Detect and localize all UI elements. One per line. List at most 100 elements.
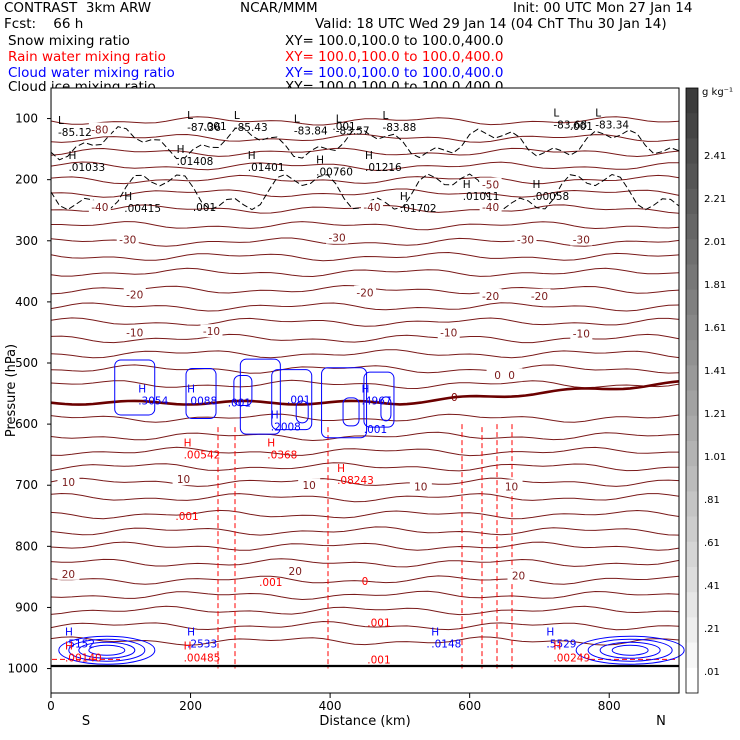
- temperature-contour-line: [50, 605, 680, 616]
- extremum-marker: L: [294, 114, 300, 126]
- temperature-label: 20: [289, 566, 302, 578]
- extremum-marker: H: [124, 191, 132, 203]
- mixing-ratio-label: .001: [175, 511, 198, 523]
- extremum-marker: H: [365, 150, 373, 162]
- temperature-label-bg: [514, 232, 537, 246]
- mixing-ratio-label: .001: [367, 654, 390, 666]
- colorbar-swatch: [686, 516, 698, 543]
- temperature-contour-line: [50, 462, 679, 472]
- y-tick-label: 400: [15, 295, 38, 309]
- cloud-water-contour: [587, 638, 673, 662]
- mixing-ratio-label: 0: [362, 576, 369, 588]
- x-tick-label: 0: [47, 699, 55, 713]
- temperature-contour-line: [50, 526, 680, 536]
- extremum-marker: H: [187, 384, 195, 396]
- freezing-level-line: [50, 380, 680, 406]
- temperature-label: 20: [512, 571, 525, 583]
- extremum-value: .08243: [337, 475, 374, 487]
- extremum-marker: H: [267, 437, 275, 449]
- extremum-value: .00542: [184, 449, 221, 461]
- temperature-label-bg: [200, 324, 223, 338]
- cloud-water-contour: [185, 368, 217, 420]
- cloud-ice-contour: [50, 126, 680, 161]
- cloud-water-contours: [58, 358, 685, 665]
- extremum-value: .00415: [124, 203, 161, 215]
- extremum-value: .01011: [463, 191, 500, 203]
- colorbar-swatch: [686, 239, 698, 265]
- extremum-value: .3054: [138, 396, 168, 408]
- colorbar-swatch: [686, 113, 698, 139]
- colorbar-label: 2.21: [704, 194, 726, 205]
- extremum-marker: H: [400, 191, 408, 203]
- temperature-contour-line: [50, 161, 680, 171]
- y-tick-label: 900: [15, 600, 38, 614]
- colorbar-swatch: [686, 617, 698, 644]
- field-cloudwater-name: Cloud water mixing ratio: [8, 65, 175, 81]
- extremum-marker: H: [184, 640, 192, 652]
- temperature-contour-line: [50, 413, 680, 423]
- extremum-marker: H: [546, 626, 554, 638]
- forecast-hour: Fcst: 66 h: [4, 16, 84, 32]
- temperature-label-bg: [298, 478, 321, 492]
- extremum-value: .5529: [546, 638, 576, 650]
- field-rain-xy: XY= 100.0,100.0 to 100.0,400.0: [285, 49, 504, 65]
- temperature-contour-line: [50, 509, 680, 520]
- temperature-label: -50: [482, 180, 499, 192]
- extremum-value: .01401: [248, 162, 285, 174]
- extremum-marker: H: [65, 626, 73, 638]
- temperature-label-bg: [116, 232, 139, 246]
- mixing-ratio-label: .001: [259, 577, 282, 589]
- x-end-label-north: N: [656, 714, 666, 729]
- cloud-water-contour: [295, 400, 309, 424]
- temperature-label-bg: [360, 200, 383, 214]
- temperature-label-bg: [479, 288, 502, 302]
- extremum-value: .00760: [316, 167, 353, 179]
- extremum-marker: H: [271, 409, 279, 421]
- cloud-water-contour: [380, 396, 392, 422]
- temperature-label: 0: [508, 370, 515, 382]
- x-tick-label: 600: [458, 699, 481, 713]
- mixing-ratio-label: .001: [193, 202, 216, 214]
- extremum-value: -83.57: [336, 126, 370, 138]
- cloud-water-contour: [68, 638, 146, 662]
- y-tick-label: 800: [15, 539, 38, 553]
- colorbar-swatch: [686, 642, 698, 669]
- field-snow-xy: XY= 100.0,100.0 to 100.0,400.0: [285, 33, 504, 49]
- colorbar-swatch: [686, 365, 698, 391]
- temperature-contour-line: [50, 575, 680, 585]
- extremum-marker: H: [68, 150, 76, 162]
- temperature-contour-line: [51, 221, 680, 231]
- extremum-value: -85.12: [58, 127, 92, 139]
- extremum-marker: H: [65, 640, 73, 652]
- temperature-contour-line: [50, 379, 680, 390]
- colorbar-unit: g kg⁻¹: [702, 87, 733, 98]
- temperature-contour-line: [50, 302, 680, 312]
- temperature-label: -30: [119, 235, 136, 247]
- temperature-label-bg: [570, 326, 593, 340]
- temperature-label: -40: [363, 202, 380, 214]
- colorbar-swatch: [686, 314, 698, 341]
- extremum-value: -83.84: [294, 126, 328, 138]
- mixing-ratio-labels: .001 .001 .001 .001 .001 .001 .001 .001 .001 .001…: [175, 121, 593, 667]
- cloud-water-contour: [233, 375, 253, 406]
- temperature-label-bg: [88, 122, 111, 136]
- extremum-value: .00249: [553, 652, 590, 664]
- temperature-contour-line: [50, 620, 680, 631]
- temperature-label-bg: [123, 325, 146, 339]
- temperature-label: -40: [482, 202, 499, 214]
- field-cloudwater-xy: XY= 100.0,100.0 to 100.0,400.0: [285, 65, 504, 81]
- mixing-ratio-label: .001: [287, 395, 310, 407]
- temperature-label-bg: [57, 566, 80, 580]
- plot-frame: [50, 87, 680, 694]
- temperature-label-bg: [88, 200, 111, 214]
- temperature-contour-line: [50, 267, 680, 278]
- colorbar-swatch: [686, 566, 698, 593]
- extremum-marker: L: [595, 107, 601, 119]
- temperature-contour-line: [50, 541, 680, 551]
- temperature-label: -20: [531, 291, 548, 303]
- cloud-water-contour: [321, 367, 368, 439]
- temperature-contour-line: [50, 237, 680, 247]
- mixing-ratio-label: 0: [451, 392, 458, 404]
- temperature-contour-line: [50, 317, 680, 327]
- colorbar-swatch: [686, 188, 698, 215]
